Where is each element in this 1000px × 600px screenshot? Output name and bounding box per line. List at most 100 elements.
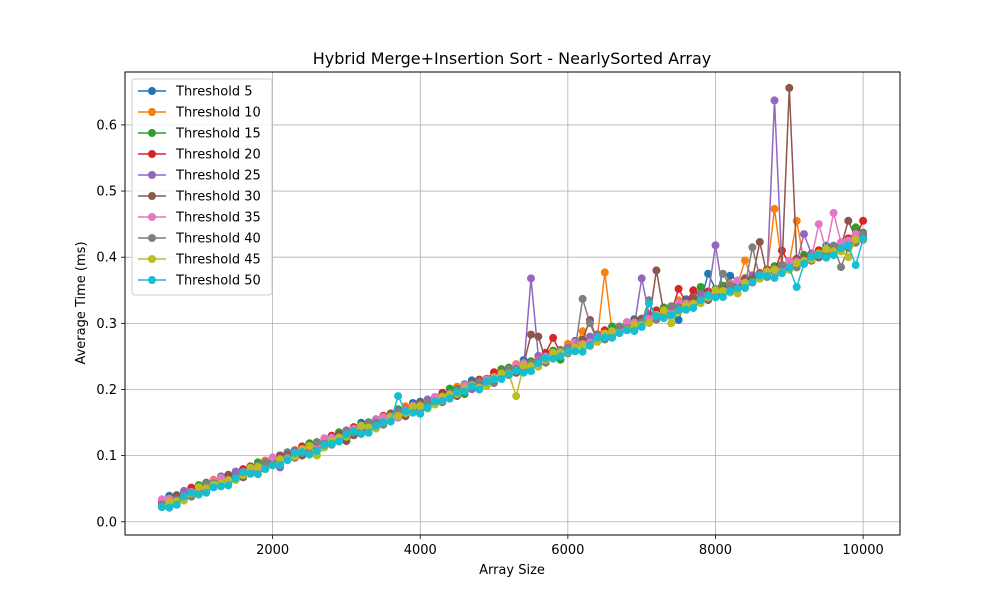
- data-point: [475, 378, 484, 386]
- data-point: [674, 316, 683, 324]
- data-point: [268, 461, 277, 470]
- data-point: [416, 409, 425, 418]
- data-point: [519, 368, 528, 377]
- x-tick-label: 4000: [404, 543, 437, 558]
- data-point: [822, 253, 831, 262]
- data-point: [829, 241, 838, 250]
- data-point: [652, 312, 661, 321]
- data-point: [224, 470, 233, 479]
- data-point: [615, 322, 624, 331]
- legend-swatch-marker: [148, 129, 156, 137]
- data-point: [423, 403, 432, 412]
- data-point: [741, 256, 749, 265]
- data-point: [733, 276, 742, 285]
- data-point: [312, 438, 321, 446]
- data-point: [276, 460, 284, 469]
- data-point: [460, 387, 469, 396]
- legend-swatch-marker: [148, 108, 156, 116]
- data-point: [157, 503, 166, 511]
- data-point: [800, 259, 808, 268]
- legend-item: Threshold 5: [138, 85, 252, 100]
- data-point: [202, 488, 211, 497]
- data-point: [667, 302, 676, 311]
- data-point: [239, 468, 248, 477]
- data-point: [593, 333, 602, 342]
- legend-swatch-marker: [148, 213, 156, 221]
- data-point: [689, 294, 698, 302]
- data-point: [527, 274, 535, 283]
- legend-item: Threshold 10: [138, 106, 261, 121]
- legend-swatch-marker: [148, 150, 156, 158]
- chart-title: Hybrid Merge+Insertion Sort - NearlySort…: [313, 49, 711, 68]
- legend-swatch-marker: [148, 255, 156, 263]
- data-point: [859, 216, 868, 225]
- data-point: [792, 283, 801, 291]
- data-point: [851, 261, 860, 270]
- data-point: [741, 284, 749, 292]
- data-point: [268, 453, 277, 462]
- data-point: [519, 362, 528, 371]
- data-point: [549, 354, 558, 363]
- data-point: [534, 359, 543, 367]
- legend-label: Threshold 30: [175, 190, 261, 205]
- plot-frame: [124, 71, 901, 536]
- data-point: [711, 286, 720, 295]
- data-point: [253, 463, 262, 471]
- data-point: [534, 332, 543, 341]
- data-point: [733, 284, 742, 293]
- legend-item: Threshold 30: [138, 190, 261, 205]
- axis-ticks: 2000 4000 6000 8000 10000 0.0 0.1 0.2 0.3 0.4 0.5 0…: [96, 118, 883, 558]
- data-point: [748, 278, 757, 287]
- data-point: [261, 458, 270, 467]
- data-point: [541, 354, 550, 363]
- data-point: [172, 500, 181, 509]
- data-point: [844, 253, 853, 262]
- data-point: [807, 252, 816, 261]
- data-point: [829, 251, 838, 260]
- data-point: [851, 230, 860, 239]
- legend-label: Threshold 50: [175, 274, 261, 289]
- data-point: [217, 473, 225, 482]
- data-point: [637, 274, 646, 283]
- data-point: [217, 482, 225, 491]
- data-point: [467, 382, 476, 391]
- data-point: [563, 347, 572, 356]
- legend-item: Threshold 40: [138, 232, 261, 247]
- data-point: [659, 306, 668, 315]
- data-point: [187, 488, 196, 497]
- data-point: [645, 299, 653, 308]
- series-layer: [157, 83, 868, 512]
- data-point: [770, 265, 779, 274]
- data-point: [770, 204, 779, 213]
- data-point: [718, 293, 727, 301]
- data-point: [357, 421, 366, 430]
- data-point: [180, 486, 188, 495]
- data-point: [349, 427, 358, 436]
- data-point: [401, 407, 410, 416]
- data-point: [320, 434, 329, 443]
- y-tick-label: 0.3: [96, 317, 117, 332]
- data-point: [814, 220, 823, 229]
- data-point: [394, 392, 403, 401]
- data-point: [704, 269, 713, 278]
- data-point: [637, 322, 646, 331]
- data-point: [246, 463, 255, 472]
- data-point: [386, 417, 395, 426]
- data-point: [689, 286, 698, 295]
- data-point: [837, 244, 845, 253]
- data-point: [726, 281, 735, 290]
- data-point: [312, 446, 321, 455]
- data-point: [829, 208, 838, 217]
- data-point: [475, 385, 484, 394]
- data-point: [777, 261, 786, 270]
- data-point: [165, 498, 174, 507]
- data-point: [859, 234, 868, 243]
- data-point: [755, 238, 764, 246]
- data-point: [674, 284, 683, 293]
- data-point: [586, 341, 594, 349]
- data-point: [194, 483, 203, 492]
- x-axis-label: Array Size: [479, 563, 545, 578]
- data-point: [711, 241, 720, 250]
- y-tick-label: 0.1: [96, 449, 117, 464]
- data-point: [180, 492, 188, 501]
